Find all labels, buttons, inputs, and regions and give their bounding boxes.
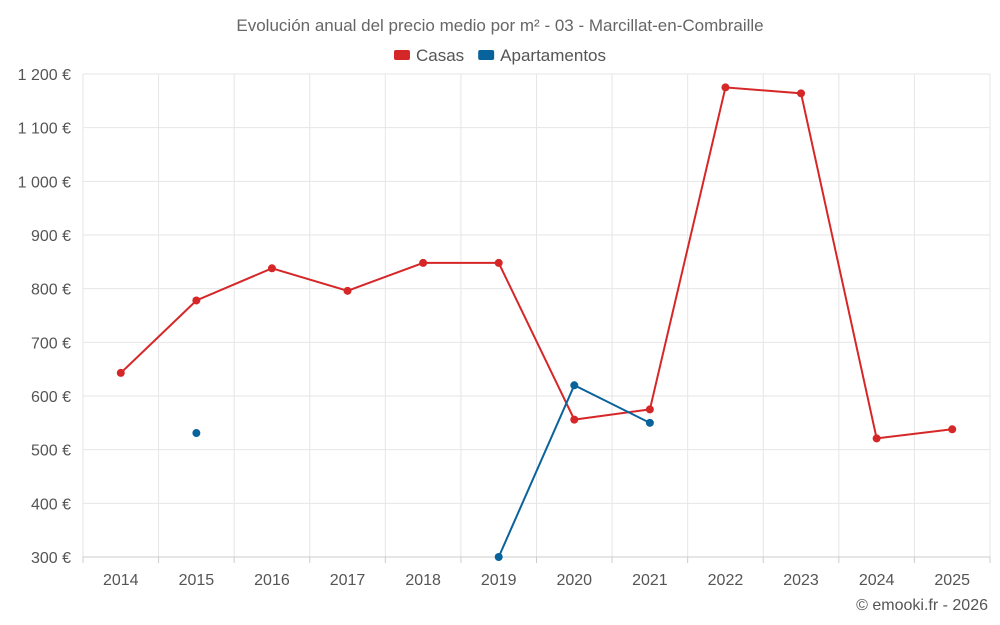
data-point[interactable] [419, 258, 428, 267]
data-point[interactable] [872, 434, 881, 443]
x-tick-label: 2016 [254, 572, 290, 589]
data-point[interactable] [948, 425, 957, 434]
series-line [497, 383, 651, 558]
data-point[interactable] [494, 258, 503, 267]
axes: 300 € 400 € 500 € 600 € 700 € 800 € 900 € 1 000… [18, 67, 991, 589]
credit-text: © emooki.fr - 2026 [856, 597, 988, 614]
y-tick-label: 700 € [31, 335, 71, 352]
y-tick-label: 500 € [31, 443, 71, 460]
series-casas [116, 83, 957, 443]
series-line [120, 86, 953, 440]
legend-swatch [393, 50, 410, 60]
data-point[interactable] [797, 89, 806, 98]
legend-label: Apartamentos [500, 46, 606, 65]
y-tick-label: 1 200 € [18, 67, 71, 84]
legend: Casas Apartamentos [393, 46, 606, 65]
x-tick-label: 2020 [556, 572, 592, 589]
data-point[interactable] [645, 418, 654, 427]
legend-item-apartamentos[interactable]: Apartamentos [478, 46, 606, 65]
x-tick-label: 2023 [783, 572, 819, 589]
y-tick-label: 600 € [31, 389, 71, 406]
legend-label: Casas [416, 46, 464, 65]
data-point[interactable] [721, 83, 730, 92]
x-tick-label: 2024 [859, 572, 895, 589]
data-point[interactable] [570, 381, 579, 390]
data-point[interactable] [267, 264, 276, 273]
x-tick-label: 2019 [481, 572, 517, 589]
chart-title: Evolución anual del precio medio por m² … [236, 16, 763, 35]
data-point[interactable] [343, 286, 352, 295]
legend-item-casas[interactable]: Casas [393, 46, 464, 65]
y-tick-label: 400 € [31, 496, 71, 513]
x-tick-label: 2022 [708, 572, 744, 589]
x-tick-label: 2015 [179, 572, 215, 589]
x-tick-label: 2014 [103, 572, 139, 589]
y-tick-label: 1 100 € [18, 121, 71, 138]
y-tick-label: 900 € [31, 228, 71, 245]
data-point[interactable] [570, 415, 579, 424]
series-layer [116, 83, 957, 561]
grid [82, 73, 991, 557]
legend-swatch [478, 50, 495, 60]
y-tick-label: 1 000 € [18, 174, 71, 191]
y-tick-label: 800 € [31, 282, 71, 299]
data-point[interactable] [116, 368, 125, 377]
data-point[interactable] [192, 296, 201, 305]
x-tick-label: 2021 [632, 572, 668, 589]
y-tick-label: 300 € [31, 550, 71, 567]
x-tick-label: 2018 [405, 572, 441, 589]
x-tick-label: 2025 [934, 572, 970, 589]
data-point[interactable] [494, 553, 503, 561]
x-tick-label: 2017 [330, 572, 366, 589]
data-point[interactable] [645, 405, 654, 414]
series-apartamentos [192, 381, 654, 561]
data-point[interactable] [192, 429, 201, 438]
